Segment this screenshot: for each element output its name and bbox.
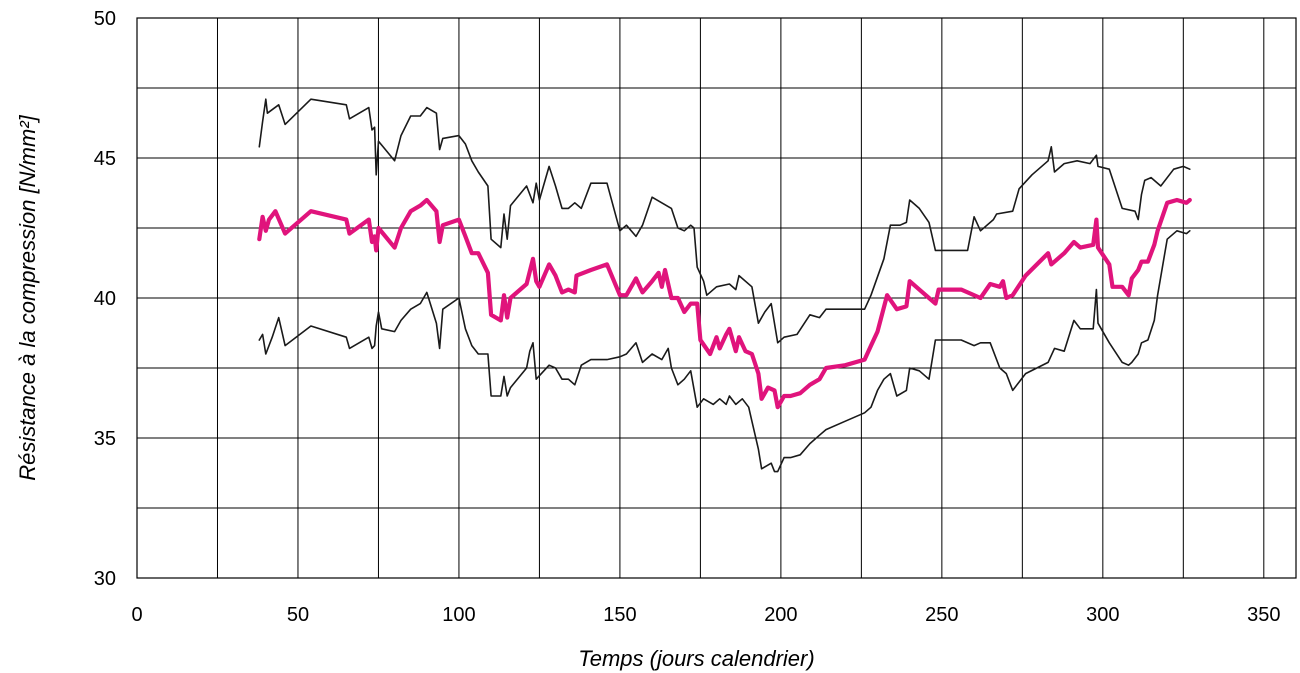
grid-lines [137, 18, 1296, 578]
x-axis-label: Temps (jours calendrier) [578, 646, 814, 671]
x-tick-label: 150 [603, 604, 636, 626]
series-line-lower [258, 230, 1191, 473]
series-layer [257, 98, 1192, 473]
series-line-mean [257, 197, 1192, 410]
x-tick-label: 100 [442, 604, 475, 626]
y-tick-label: 30 [94, 568, 116, 590]
x-tick-label: 300 [1086, 604, 1119, 626]
y-tick-label: 40 [94, 288, 116, 310]
x-tick-label: 50 [287, 604, 309, 626]
x-tick-label: 200 [764, 604, 797, 626]
y-tick-label: 35 [94, 428, 116, 450]
y-axis-ticks: 30 35 40 45 50 [94, 8, 116, 590]
series-line-upper [258, 98, 1191, 344]
y-axis-label: Résistance à la compression [N/mm²] [15, 114, 40, 480]
x-axis-ticks: 0 50 100 150 200 250 300 350 [131, 604, 1280, 626]
x-tick-label: 0 [131, 604, 142, 626]
x-tick-label: 350 [1247, 604, 1280, 626]
y-tick-label: 50 [94, 8, 116, 30]
x-tick-label: 250 [925, 604, 958, 626]
plot-frame [136, 17, 1297, 579]
y-tick-label: 45 [94, 148, 116, 170]
